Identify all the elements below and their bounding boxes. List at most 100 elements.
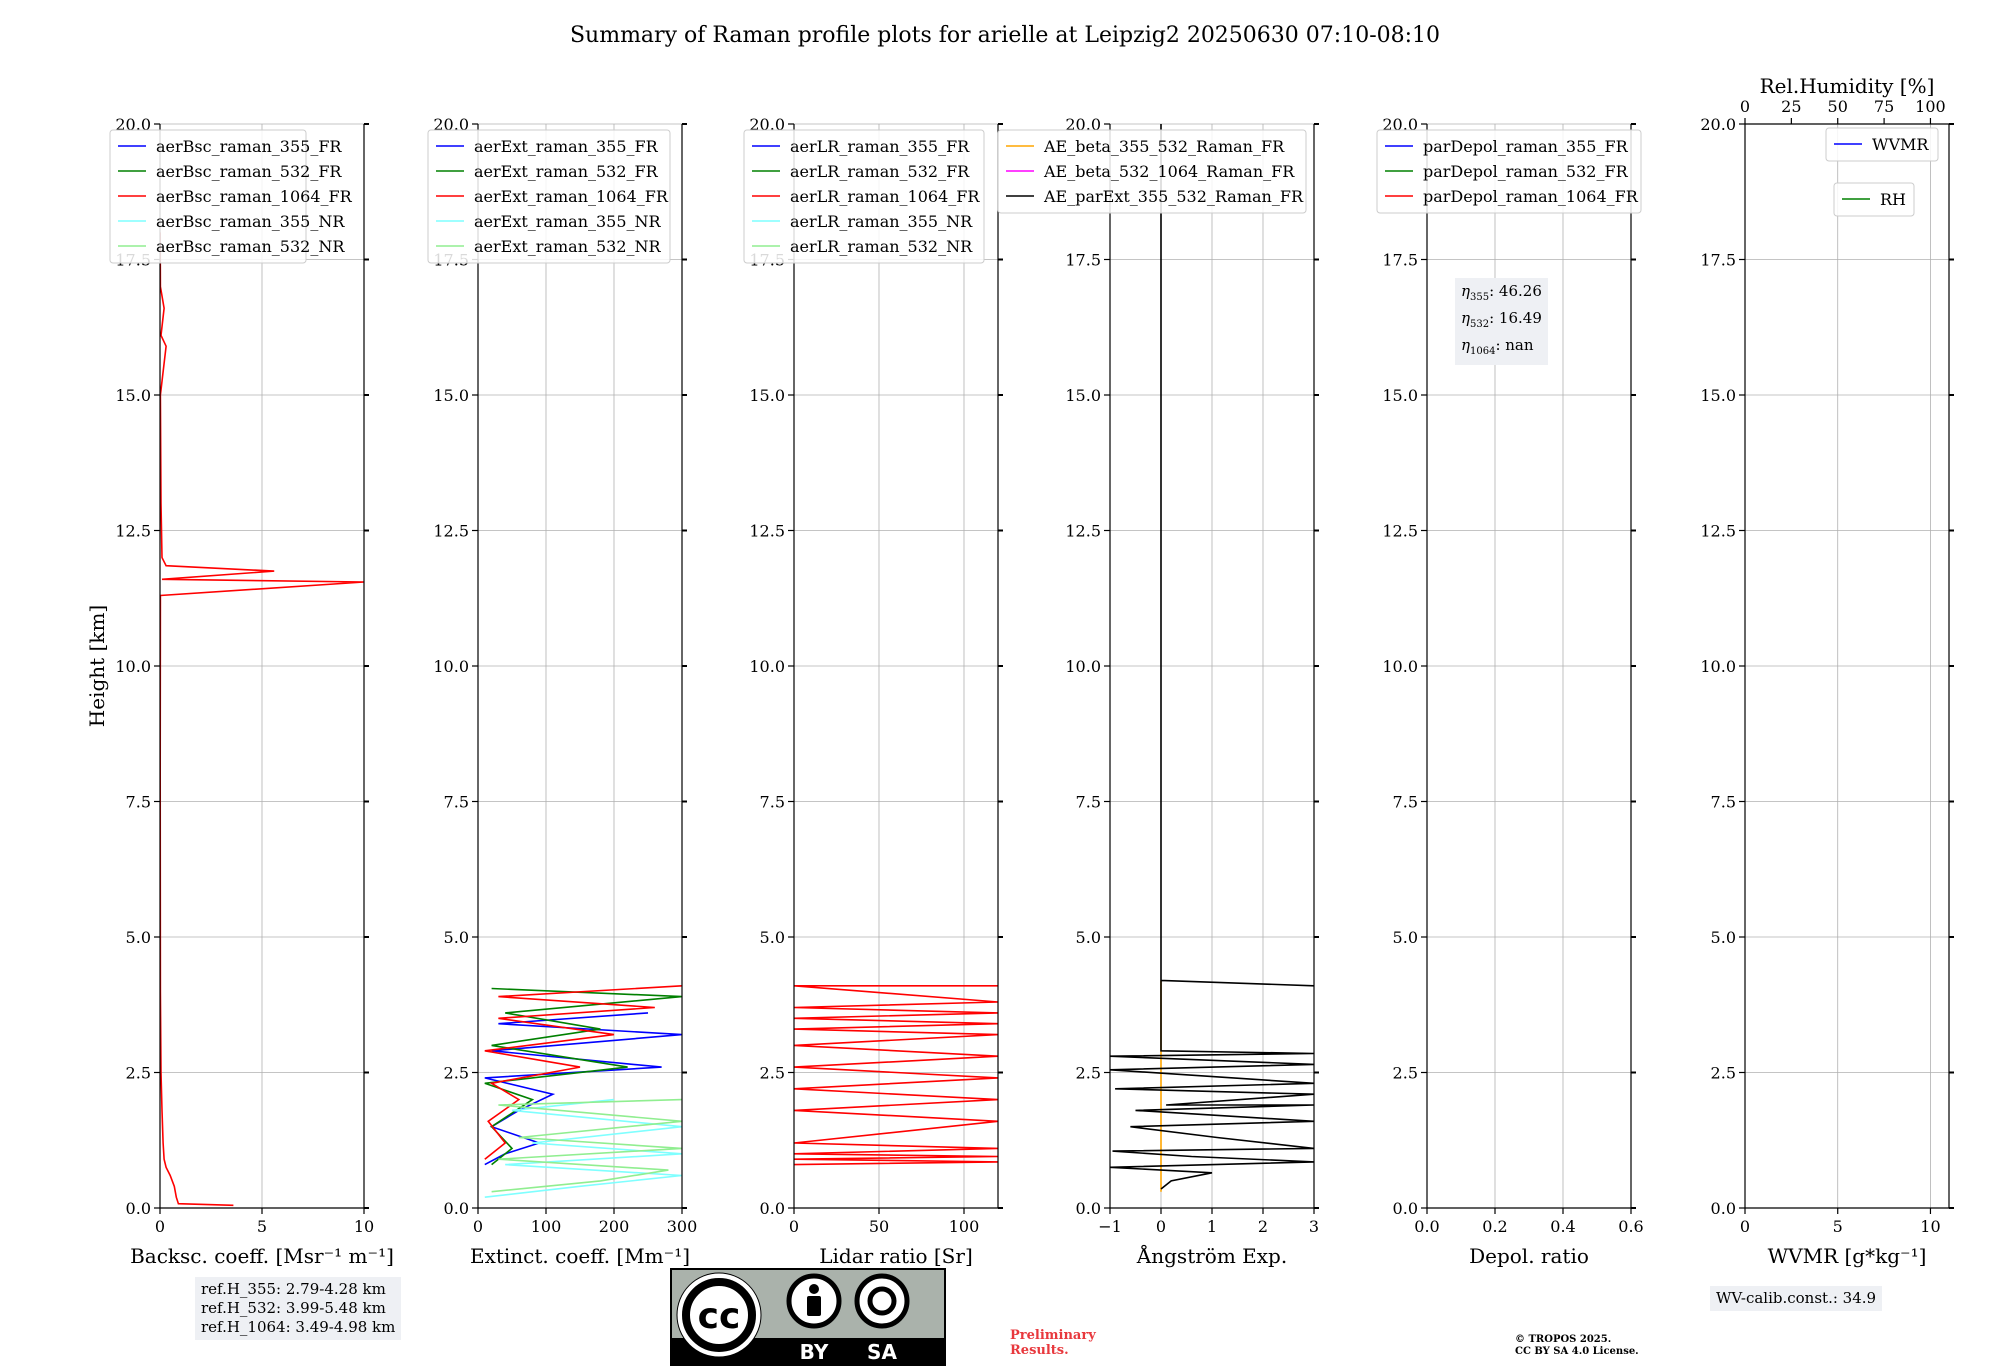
y-tick-label: 0.0: [1711, 1199, 1736, 1218]
y-tick-label: 7.5: [1393, 793, 1418, 812]
y-tick-label: 10.0: [1065, 657, 1101, 676]
legend-entry: parDepol_raman_532_FR: [1423, 162, 1629, 181]
x-tick-label: 10: [1920, 1217, 1940, 1236]
series-line-3-3: [794, 985, 998, 1166]
copyright-line-2: CC BY SA 4.0 License.: [1515, 1346, 1639, 1357]
legend-entry: parDepol_raman_355_FR: [1423, 137, 1629, 156]
preliminary-line-2: Results.: [1010, 1343, 1069, 1358]
panel-1: 0.02.55.07.510.012.515.017.520.00510Back…: [85, 115, 394, 1268]
y-axis-label: Height [km]: [85, 605, 109, 727]
y-tick-label: 20.0: [1700, 115, 1736, 134]
y-tick-label: 7.5: [1076, 793, 1101, 812]
legend-4: AE_beta_355_532_Raman_FR AE_beta_532_1064…: [997, 129, 1307, 214]
legend-6: WVMR RH: [1825, 127, 1939, 217]
x-tick-label: 0: [473, 1217, 483, 1236]
x-tick-label: 0.4: [1550, 1217, 1575, 1236]
x-tick-label: 3: [1309, 1217, 1319, 1236]
y-tick-label: 15.0: [433, 386, 469, 405]
panel-2: 0.02.55.07.510.012.515.017.520.001002003…: [427, 115, 698, 1268]
y-tick-label: 0.0: [1393, 1199, 1418, 1218]
y-tick-label: 15.0: [1382, 386, 1418, 405]
y-tick-label: 10.0: [1382, 657, 1418, 676]
legend-entry: AE_beta_532_1064_Raman_FR: [1043, 162, 1295, 181]
y-tick-label: 10.0: [115, 657, 151, 676]
x-tick-label: 0.0: [1414, 1217, 1439, 1236]
eta-355-value: : 46.26: [1489, 282, 1542, 300]
top-x-tick-label: 0: [1740, 97, 1750, 116]
y-tick-label: 20.0: [1382, 115, 1418, 134]
legend-entry: aerLR_raman_532_FR: [790, 162, 970, 181]
wv-calib-box: WV-calib.const.: 34.9: [1710, 1286, 1883, 1311]
series-line-4-3: [1110, 124, 1314, 1190]
y-tick-label: 7.5: [1711, 793, 1736, 812]
y-tick-label: 15.0: [1700, 386, 1736, 405]
ref-height-532: ref.H_532: 3.99-5.48 km: [201, 1299, 386, 1317]
y-tick-label: 15.0: [115, 386, 151, 405]
legend-3: aerLR_raman_355_FR aerLR_raman_532_FR aerL…: [743, 129, 985, 264]
x-tick-label: 100: [531, 1217, 562, 1236]
y-tick-label: 12.5: [749, 522, 785, 541]
legend-2: aerExt_raman_355_FR aerExt_raman_532_FRae…: [427, 129, 671, 264]
x-axis-label: Ångström Exp.: [1136, 1243, 1287, 1268]
x-tick-label: 50: [869, 1217, 889, 1236]
series-line-2-3: [484, 985, 682, 1160]
y-tick-label: 17.5: [1700, 251, 1736, 270]
eta-1064-sub: 1064: [1470, 346, 1496, 357]
y-tick-label: 10.0: [1700, 657, 1736, 676]
y-tick-label: 20.0: [115, 115, 151, 134]
y-tick-label: 10.0: [749, 657, 785, 676]
x-axis-label: Depol. ratio: [1469, 1244, 1589, 1268]
x-tick-label: 300: [667, 1217, 698, 1236]
y-tick-label: 2.5: [1393, 1064, 1418, 1083]
preliminary-line-1: Preliminary: [1010, 1328, 1096, 1343]
top-x-axis-label: Rel.Humidity [%]: [1760, 74, 1935, 98]
x-axis-label: Extinct. coeff. [Mm⁻¹]: [470, 1244, 690, 1268]
y-tick-label: 2.5: [126, 1064, 151, 1083]
legend-entry: aerExt_raman_532_NR: [474, 237, 662, 256]
panel-4: 0.0 2.5 5.0 7.5 10.0 12.5 15.0 17.5 20.0 −1 0 1 2 3 Ån…: [997, 115, 1319, 1268]
x-tick-label: 10: [354, 1217, 374, 1236]
series-line-2-1: [484, 1012, 682, 1166]
series-line-2-4: [484, 1098, 682, 1198]
legend-entry: aerLR_raman_355_FR: [790, 137, 970, 156]
legend-entry: aerLR_raman_1064_FR: [790, 187, 980, 206]
legend-entry: aerExt_raman_355_NR: [474, 212, 662, 231]
sa-label: SA: [867, 1340, 897, 1364]
y-tick-label: 0.0: [444, 1199, 469, 1218]
y-tick-label: 10.0: [433, 657, 469, 676]
x-tick-label: 5: [257, 1217, 267, 1236]
x-tick-label: 0: [1156, 1217, 1166, 1236]
top-x-tick-label: 75: [1874, 97, 1894, 116]
x-tick-label: 200: [599, 1217, 630, 1236]
cc-icon: cc: [698, 1296, 741, 1337]
y-tick-label: 5.0: [760, 928, 785, 947]
x-tick-label: 1: [1207, 1217, 1217, 1236]
legend-entry: aerBsc_raman_355_NR: [156, 212, 345, 231]
y-tick-label: 0.0: [1076, 1199, 1101, 1218]
top-x-tick-label: 100: [1915, 97, 1946, 116]
wv-calib-text: WV-calib.const.: 34.9: [1716, 1289, 1877, 1307]
x-tick-label: 0.6: [1618, 1217, 1643, 1236]
y-tick-label: 5.0: [1076, 928, 1101, 947]
y-tick-label: 5.0: [444, 928, 469, 947]
sa-icon: [854, 1273, 910, 1329]
legend-5: parDepol_raman_355_FR parDepol_raman_532_…: [1376, 129, 1642, 214]
x-axis-label: Backsc. coeff. [Msr⁻¹ m⁻¹]: [130, 1244, 394, 1268]
figure-title: Summary of Raman profile plots for ariel…: [570, 23, 1440, 48]
y-tick-label: 7.5: [444, 793, 469, 812]
top-x-tick-label: 25: [1781, 97, 1801, 116]
ref-height-1064: ref.H_1064: 3.49-4.98 km: [201, 1318, 396, 1336]
x-tick-label: 2: [1258, 1217, 1268, 1236]
panel-6: 0.02.55.07.510.012.515.017.520.00 5 10WVMR…: [1700, 74, 1954, 1268]
x-tick-label: 0: [155, 1217, 165, 1236]
eta-532-value: : 16.49: [1489, 309, 1542, 327]
y-tick-label: 7.5: [126, 793, 151, 812]
y-tick-label: 0.0: [126, 1199, 151, 1218]
y-tick-label: 12.5: [1065, 522, 1101, 541]
y-tick-label: 2.5: [1711, 1064, 1736, 1083]
y-tick-label: 2.5: [760, 1064, 785, 1083]
y-tick-label: 12.5: [1700, 522, 1736, 541]
panel-5: 0.0 2.5 5.0 7.5 10.0 12.5 15.0 17.5 20.0 0.0 0.2 0.…: [1376, 115, 1644, 1268]
eta-532-sub: 532: [1470, 319, 1490, 330]
